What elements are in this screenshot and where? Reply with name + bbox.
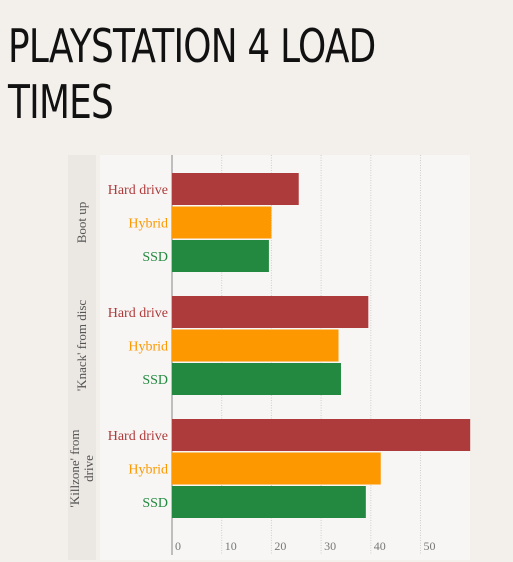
x-tick-label: 50: [424, 539, 436, 553]
group-labels: Boot up 'Knack' from disc 'Killzone' fromd…: [67, 202, 96, 508]
x-tick-label: 20: [274, 539, 286, 553]
x-tick-labels: 0 10 20 30 40 50: [175, 539, 436, 553]
bar-hybrid: [172, 329, 339, 362]
category-label: Hard drive: [108, 183, 168, 198]
x-tick-label: 40: [374, 539, 386, 553]
group-label-strip: [68, 155, 96, 560]
bar-hybrid: [172, 452, 381, 485]
category-label: Hard drive: [108, 306, 168, 321]
category-label: SSD: [142, 496, 168, 511]
bar-ssd: [172, 240, 269, 272]
bar-ssd: [172, 363, 341, 395]
x-tick-label: 30: [324, 539, 336, 553]
group-label: 'Killzone' fromdrive: [67, 430, 96, 508]
bars: [172, 173, 471, 518]
bar-hard-drive: [172, 296, 369, 328]
bar-hard-drive: [172, 419, 471, 451]
category-label: SSD: [142, 373, 168, 388]
bar-hard-drive: [172, 173, 299, 205]
x-tick-label: 10: [225, 539, 237, 553]
category-label: SSD: [142, 250, 168, 265]
category-label: Hybrid: [128, 217, 168, 232]
x-tick-label: 0: [175, 539, 181, 553]
group-label: 'Knack' from disc: [74, 300, 89, 392]
category-labels: Hard drive Hybrid SSD Hard drive Hybrid SSD Ha…: [108, 183, 168, 511]
bar-ssd: [172, 486, 366, 518]
category-label: Hard drive: [108, 429, 168, 444]
group-label: Boot up: [74, 202, 89, 244]
category-label: Hybrid: [128, 340, 168, 355]
chart-title: PLAYSTATION 4 LOAD TIMES: [8, 19, 376, 129]
category-label: Hybrid: [128, 463, 168, 478]
bar-hybrid: [172, 206, 272, 239]
